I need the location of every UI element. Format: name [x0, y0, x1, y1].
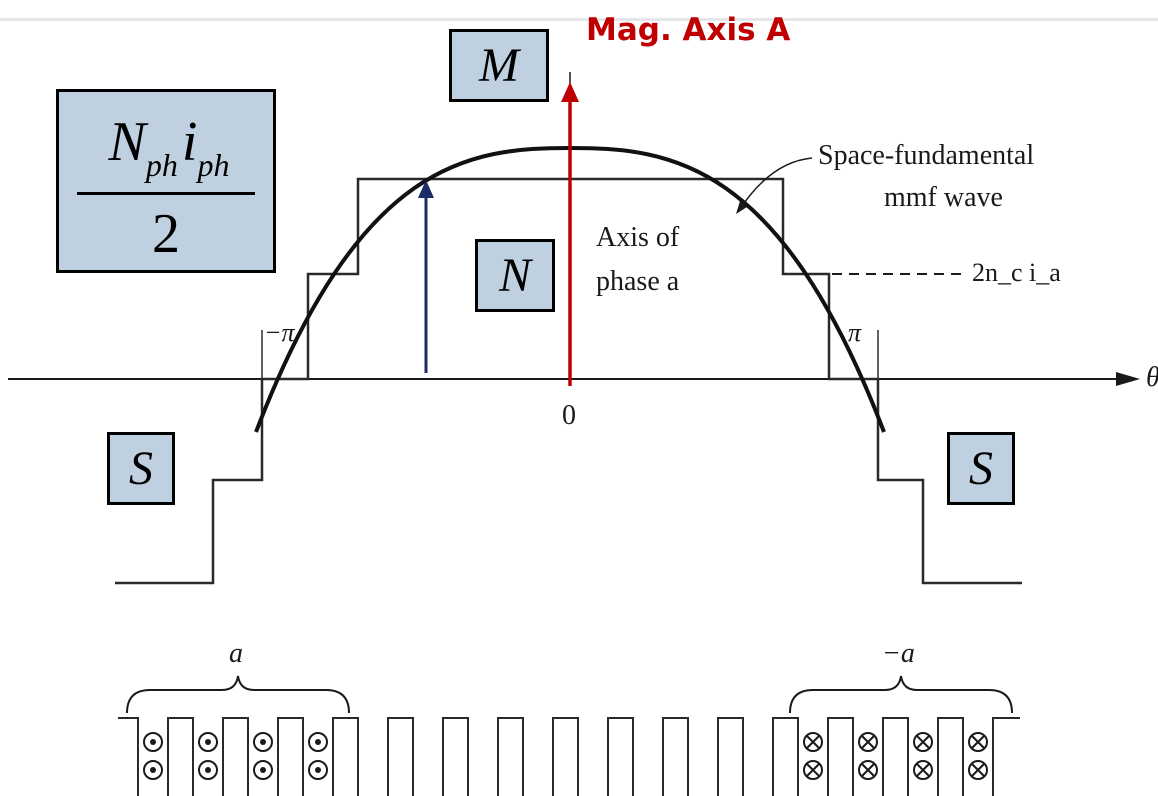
box-m: M — [449, 29, 549, 102]
slot-conductors — [143, 732, 988, 780]
wave-label-pointer — [737, 157, 813, 213]
conductor-cross — [803, 732, 823, 752]
wave-label-line1: Space-fundamental — [818, 140, 1035, 171]
axis-label-line1: Axis of — [596, 222, 680, 253]
formula-fraction-bar — [77, 192, 255, 195]
conductor-dot — [198, 732, 218, 752]
wave-label-pointer-head — [736, 201, 747, 214]
box-s-left-letter: S — [129, 441, 153, 495]
amplitude-label: 2n_c i_a — [972, 258, 1061, 287]
formula-i: i — [181, 111, 198, 173]
magnetic-axis-arrowhead — [561, 82, 579, 102]
pos-pi-label: π — [848, 318, 862, 347]
box-s-right: S — [947, 432, 1015, 505]
axis-label-line2: phase a — [596, 266, 680, 297]
conductor-cross — [913, 732, 933, 752]
top-divider — [0, 18, 1158, 21]
stator-slot-profile — [118, 717, 1020, 796]
conductor-cross — [858, 732, 878, 752]
neg-pi-label: −π — [264, 318, 295, 347]
conductor-cross — [968, 732, 988, 752]
coil-a-brace — [126, 675, 350, 714]
conductor-dot — [143, 760, 163, 780]
conductor-cross — [968, 760, 988, 780]
conductor-dot — [253, 760, 273, 780]
mmf-amplitude-formula: Nph iph 2 — [56, 89, 276, 273]
box-s-right-letter: S — [969, 441, 993, 495]
wave-label-line2: mmf wave — [884, 182, 1003, 213]
conductor-cross — [913, 760, 933, 780]
conductor-dot — [308, 760, 328, 780]
formula-n: N — [108, 111, 146, 173]
formula-numerator: Nph iph — [69, 110, 269, 183]
zero-label: 0 — [562, 400, 576, 431]
coil-neg-a-brace — [789, 675, 1013, 714]
conductor-dot — [253, 732, 273, 752]
theta-axis-arrowhead — [1116, 372, 1140, 386]
formula-n-sub: ph — [145, 147, 178, 183]
conductor-dot — [143, 732, 163, 752]
box-n-letter: N — [498, 248, 531, 302]
theta-label: θ — [1146, 362, 1158, 394]
coil-neg-a-label: −a — [882, 638, 915, 669]
phase-arrowhead — [418, 180, 434, 198]
conductor-cross — [803, 760, 823, 780]
formula-i-sub: ph — [197, 147, 230, 183]
magnetic-axis-title: Mag. Axis A — [586, 12, 791, 48]
coil-a-label: a — [229, 638, 243, 669]
box-s-left: S — [107, 432, 175, 505]
conductor-dot — [308, 732, 328, 752]
formula-denominator: 2 — [152, 203, 180, 265]
box-n: N — [475, 239, 555, 312]
conductor-cross — [858, 760, 878, 780]
conductor-dot — [198, 760, 218, 780]
box-m-letter: M — [479, 38, 519, 92]
